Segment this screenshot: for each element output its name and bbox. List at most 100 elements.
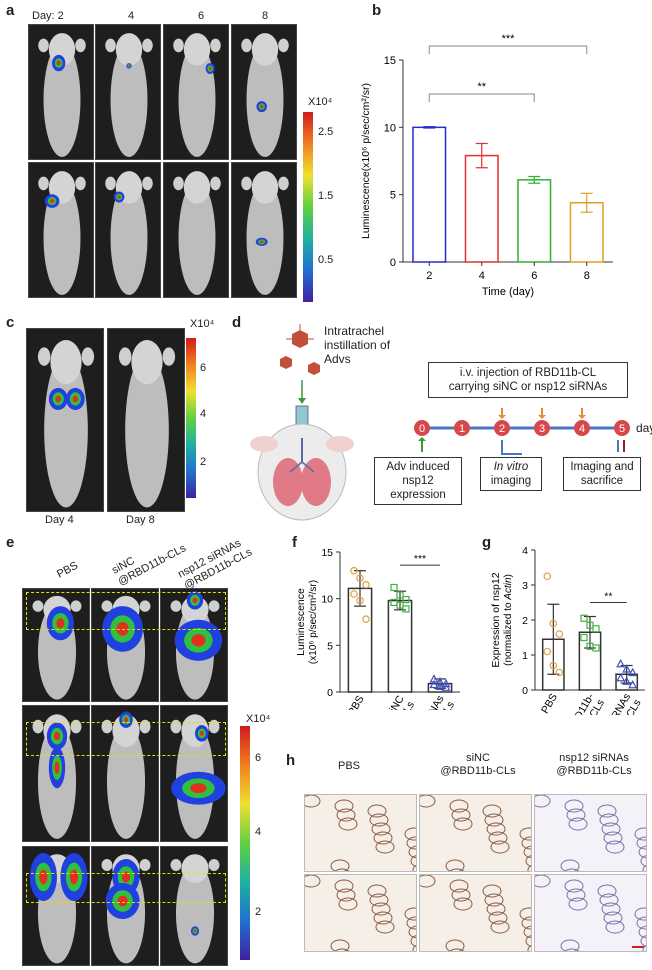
point-2-3 — [616, 672, 626, 682]
arrowhead-day0 — [418, 437, 426, 441]
mouse-image-e-r1-c0 — [22, 705, 90, 842]
day-label-6: 6 — [198, 10, 205, 22]
y-tick-label-3: 15 — [321, 547, 333, 559]
timeline: 0 1 2 3 4 5 days — [414, 408, 652, 455]
x-tick-label-2: 6 — [531, 270, 537, 282]
group-label-h-sinc: siNC @RBD11b-CLs — [440, 752, 516, 777]
panel-label-d: d — [232, 314, 242, 331]
point-1-0 — [390, 583, 398, 592]
significance-label-1: *** — [502, 33, 516, 45]
point-1-5 — [592, 644, 600, 652]
roi-box-e-0 — [26, 592, 226, 630]
bar-1 — [387, 599, 413, 693]
day-label-c-4: Day 4 — [45, 514, 74, 526]
bar-1 — [464, 154, 499, 263]
mouse-image-a-top-0 — [28, 24, 94, 160]
mouse-image-e-r0-c2 — [160, 588, 228, 702]
mouse-image-a-bottom-2 — [163, 162, 229, 298]
x-tick-label-line-0-0: PBS — [346, 694, 367, 711]
point-1-2 — [592, 625, 600, 633]
point-1-4 — [396, 601, 404, 609]
injection-line-1: i.v. injection of RBD11b-CL — [459, 367, 597, 379]
mouse-image-a-bottom-0 — [28, 162, 94, 298]
instillation-text: Intratrachel instillation of Advs — [324, 324, 390, 366]
box-in-vitro-line-1: In vitro — [493, 461, 529, 473]
point-1-0 — [580, 614, 588, 622]
point-0-2 — [555, 630, 564, 638]
box-in-vitro: In vitro imaging — [480, 457, 542, 491]
bar-0 — [412, 126, 447, 263]
group-label-e-nsp12: nsp12 siRNAs @RBD11b-CLs — [176, 537, 255, 593]
histology-image-r0-c1 — [419, 794, 532, 872]
mouse-lung-illustration — [250, 324, 354, 521]
panel-label-h: h — [286, 752, 296, 769]
mouse-image-a-top-2 — [163, 24, 229, 160]
box-imaging-line-2: sacrifice — [580, 475, 624, 487]
point-2-2 — [441, 678, 451, 688]
colorbar-c-tick-1: 6 — [200, 362, 207, 374]
point-2-2 — [628, 667, 638, 677]
group-label-h-pbs: PBS — [338, 760, 361, 772]
point-2-5 — [441, 682, 451, 691]
mouse-image-c-day4 — [26, 328, 104, 512]
adenovirus-icons — [280, 324, 320, 375]
instillation-line-3: Advs — [324, 352, 351, 366]
colorbar-a-tick-3: 0.5 — [318, 254, 334, 266]
point-0-0 — [543, 572, 552, 581]
y-axis-label-line-2: (x10⁶ p/sec/cm²/sr) — [308, 580, 319, 664]
y-tick-label-2: 2 — [522, 615, 528, 627]
y-axis-label-line-1: Luminescence — [295, 588, 307, 656]
mouse-image-a-bottom-3 — [231, 162, 297, 298]
point-2-5 — [628, 679, 638, 689]
mouse-image-a-bottom-1 — [95, 162, 161, 298]
instillation-line-1: Intratrachel — [324, 324, 385, 338]
y-tick-label-3: 15 — [384, 55, 396, 67]
timeline-node-label-2: 2 — [499, 423, 505, 435]
box-adv-line-2: nsp12 — [402, 475, 434, 487]
y-tick-label-2: 10 — [321, 594, 333, 606]
timeline-node-1 — [454, 420, 470, 436]
mouse-image-e-r0-c0 — [22, 588, 90, 702]
day-label-8: 8 — [262, 10, 269, 22]
point-1-1 — [396, 591, 404, 599]
y-tick-label-2: 10 — [384, 122, 396, 134]
timeline-node-label-3: 3 — [539, 423, 545, 435]
histology-image-r0-c2 — [534, 794, 647, 872]
timeline-node-3 — [534, 420, 550, 436]
y-tick-label-0: 0 — [390, 257, 396, 269]
x-tick-label-0: PBS — [346, 694, 367, 711]
y-tick-label-1: 5 — [327, 640, 333, 652]
significance-label: *** — [414, 553, 426, 565]
x-tick-label-1: 4 — [479, 270, 485, 282]
mouse-image-a-top-3 — [231, 24, 297, 160]
colorbar-c-exponent: X10⁴ — [190, 318, 215, 330]
point-0-5 — [555, 668, 564, 677]
mouse-image-e-r2-c2 — [160, 846, 228, 966]
colorbar-c-tick-3: 2 — [200, 456, 207, 468]
y-axis-label-line-1: Expression of nsp12 — [490, 572, 502, 667]
box-in-vitro-line-2: imaging — [490, 475, 532, 487]
x-tick-label-0: 2 — [426, 270, 432, 282]
point-0-4 — [356, 596, 364, 605]
panel-label-e: e — [6, 534, 15, 551]
point-0-1 — [356, 574, 364, 582]
point-2-1 — [622, 664, 632, 673]
significance-label: ** — [604, 591, 612, 603]
timeline-node-5 — [614, 420, 630, 436]
colorbar-e-tick-3: 2 — [255, 906, 262, 918]
point-0-3 — [543, 647, 552, 656]
x-tick-label-line-0-0: PBS — [539, 692, 560, 716]
y-axis-label-plain: (normalized to — [503, 600, 514, 666]
day-label-c-8: Day 8 — [126, 514, 155, 526]
injection-line-2: carrying siNC or nsp12 siRNAs — [448, 381, 608, 393]
box-adv-induced: Adv induced nsp12 expression — [374, 457, 462, 505]
panel-label-f: f — [292, 534, 297, 551]
histology-image-r1-c0 — [304, 874, 417, 952]
box-imaging-sacrifice: Imaging and sacrifice — [563, 457, 641, 491]
point-2-4 — [435, 681, 445, 690]
y-axis-label-line-2: (normalized to Actin) — [503, 574, 514, 666]
point-2-0 — [616, 658, 626, 668]
bar-2 — [517, 179, 552, 263]
